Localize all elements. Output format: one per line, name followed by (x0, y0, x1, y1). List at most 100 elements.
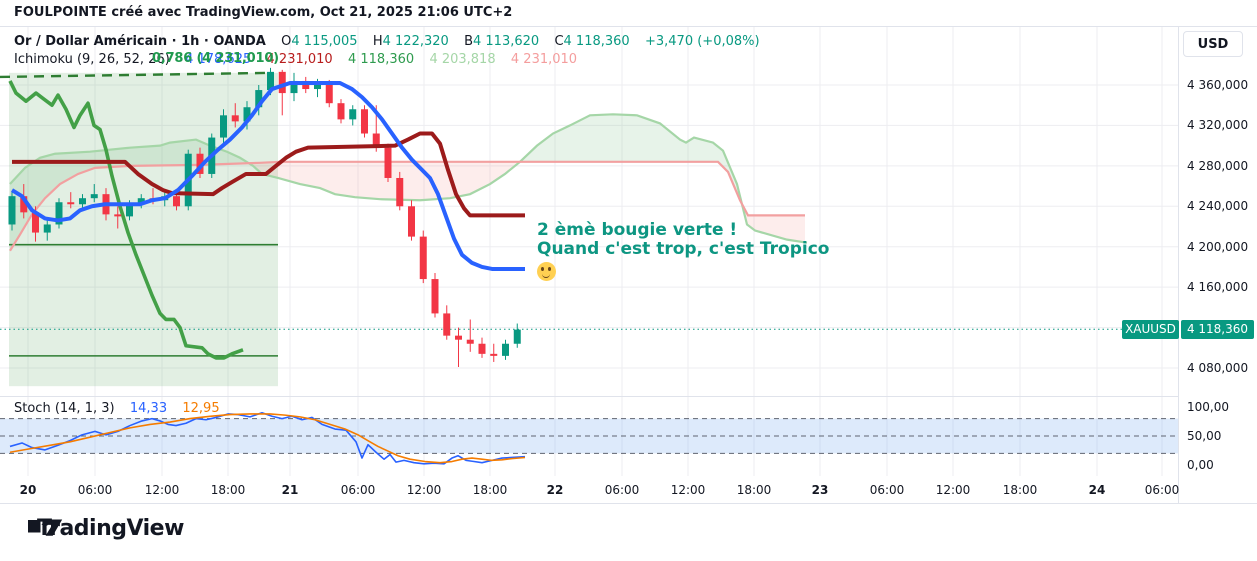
symbol-title[interactable]: Or / Dollar Américain · 1h · OANDA (14, 34, 266, 49)
chart-bottom-border (0, 503, 1257, 504)
high-value: 4 122,320 (382, 34, 449, 49)
stoch-axis-label: 0,00 (1187, 458, 1214, 472)
currency-toggle-button[interactable]: USD (1183, 31, 1243, 57)
kijun-value: 4 231,010 (266, 52, 333, 67)
tradingview-logo[interactable]: TradingView (28, 516, 184, 541)
ichimoku-cloud-bullish (520, 114, 742, 205)
candle-body (372, 133, 380, 148)
candle-body (349, 109, 357, 120)
candle-body (137, 198, 145, 205)
price-axis-label: 4 320,000 (1187, 118, 1249, 133)
close-key: C (554, 34, 564, 49)
highlight-box-drawing[interactable] (9, 72, 278, 387)
candle-body (8, 196, 16, 225)
tenkan-value: 4 178,625 (185, 52, 252, 67)
time-axis[interactable]: 20 06:00 12:00 18:00 21 06:00 12:00 18:00 22 06:0… (0, 477, 1180, 503)
last-price-symbol-tag: XAUUSD (1122, 319, 1179, 339)
candle-body (431, 279, 439, 314)
tradingview-logo-text: TradingView (37, 516, 184, 541)
ichimoku-cloud-bearish (742, 204, 805, 243)
time-axis-label: 18:00 (210, 483, 246, 497)
time-axis-label: 24 (1088, 483, 1106, 497)
last-price-value-tag: 4 118,360 (1181, 319, 1254, 339)
time-axis-label: 18:00 (1002, 483, 1038, 497)
candle-body (419, 236, 427, 280)
open-key: O (281, 34, 292, 49)
senkou-b-line (9, 160, 805, 252)
candle-body (126, 204, 133, 217)
kijun-sen-line (12, 131, 525, 218)
stoch-d-value: 12,95 (182, 401, 220, 416)
annotation-line-1: 2 èmè bougie verte ! (537, 220, 738, 240)
senkou-a-line (9, 113, 808, 244)
time-axis-label: 06:00 (77, 483, 113, 497)
candle-body (290, 80, 298, 94)
candle-body (231, 115, 239, 122)
candle-body (337, 103, 345, 120)
ichimoku-legend-row: Ichimoku (9, 26, 52, 26) 4 178,625 4 231… (14, 52, 577, 67)
price-axis[interactable]: 4 360,000 4 320,000 4 280,000 4 240,000 4 20… (1179, 27, 1257, 503)
change-value: +3,470 (+0,08%) (644, 34, 760, 49)
candle-body (278, 71, 286, 94)
candle-body (513, 329, 521, 344)
candle-body (443, 313, 451, 336)
price-axis-label: 4 080,000 (1187, 361, 1249, 375)
time-axis-label: 06:00 (1144, 483, 1180, 497)
stoch-title[interactable]: Stoch (14, 1, 3) (14, 401, 115, 416)
time-axis-label: 12:00 (935, 483, 971, 497)
stoch-legend-row: Stoch (14, 1, 3) 14,33 12,95 (14, 401, 220, 416)
candle-body (243, 107, 251, 122)
close-value: 4 118,360 (563, 34, 630, 49)
tradingview-logo-icon (28, 519, 63, 536)
emoji-rolling-eyes-icon (537, 262, 556, 281)
senkou-a-value: 4 203,818 (429, 52, 496, 67)
time-axis-label: 06:00 (604, 483, 640, 497)
ichimoku-cloud-bullish (10, 139, 250, 251)
attribution-text: FOULPOINTE créé avec TradingView.com, Oc… (14, 5, 513, 20)
ichimoku-title[interactable]: Ichimoku (9, 26, 52, 26) (14, 52, 170, 67)
candle-body (90, 194, 98, 199)
stoch-d-line (9, 413, 526, 464)
candle-body (361, 109, 368, 134)
candle-body (466, 339, 474, 344)
price-axis-label: 4 200,000 (1187, 239, 1249, 254)
time-axis-label: 18:00 (736, 483, 772, 497)
price-pane[interactable] (0, 27, 1178, 396)
time-axis-label: 12:00 (144, 483, 180, 497)
time-axis-label: 06:00 (340, 483, 376, 497)
time-axis-label: 20 (19, 483, 37, 497)
candle-body (55, 202, 63, 225)
time-axis-label: 22 (546, 483, 564, 497)
candle-body (490, 353, 498, 356)
high-key: H (372, 34, 383, 49)
time-axis-label: 21 (281, 483, 299, 497)
time-axis-label: 18:00 (472, 483, 508, 497)
chikou-value: 4 118,360 (347, 52, 415, 67)
drawing-price-range-label[interactable]: 0,786 (4 231,010) (152, 51, 279, 66)
candle-body (325, 82, 333, 104)
symbol-legend-row: Or / Dollar Américain · 1h · OANDA O 4 11… (14, 34, 760, 49)
candle-body (302, 80, 310, 90)
attribution-bar: FOULPOINTE créé avec TradingView.com, Oc… (0, 0, 1257, 27)
price-axis-label: 4 280,000 (1187, 158, 1249, 173)
chikou-span-line (8, 80, 244, 360)
candle-body (255, 90, 263, 108)
candle-body (220, 115, 227, 138)
candle-body (384, 147, 392, 178)
time-axis-label: 06:00 (869, 483, 905, 497)
annotation-line-2: Quand c'est trop, c'est Tropico (537, 239, 830, 259)
time-axis-label: 12:00 (406, 483, 442, 497)
candle-body (20, 196, 28, 213)
candle-body (79, 198, 86, 205)
price-axis-border (1178, 27, 1179, 503)
text-annotation[interactable]: 2 èmè bougie verte ! Quand c'est trop, c… (537, 221, 829, 281)
price-axis-label: 4 360,000 (1187, 78, 1249, 92)
time-axis-label: 12:00 (670, 483, 706, 497)
stochastic-pane[interactable] (0, 397, 1178, 476)
candle-body (502, 343, 509, 356)
candle-body (173, 196, 180, 207)
pane-separator[interactable] (0, 396, 1257, 397)
dashed-trend-line[interactable] (0, 71, 273, 79)
candle-body (455, 335, 462, 340)
